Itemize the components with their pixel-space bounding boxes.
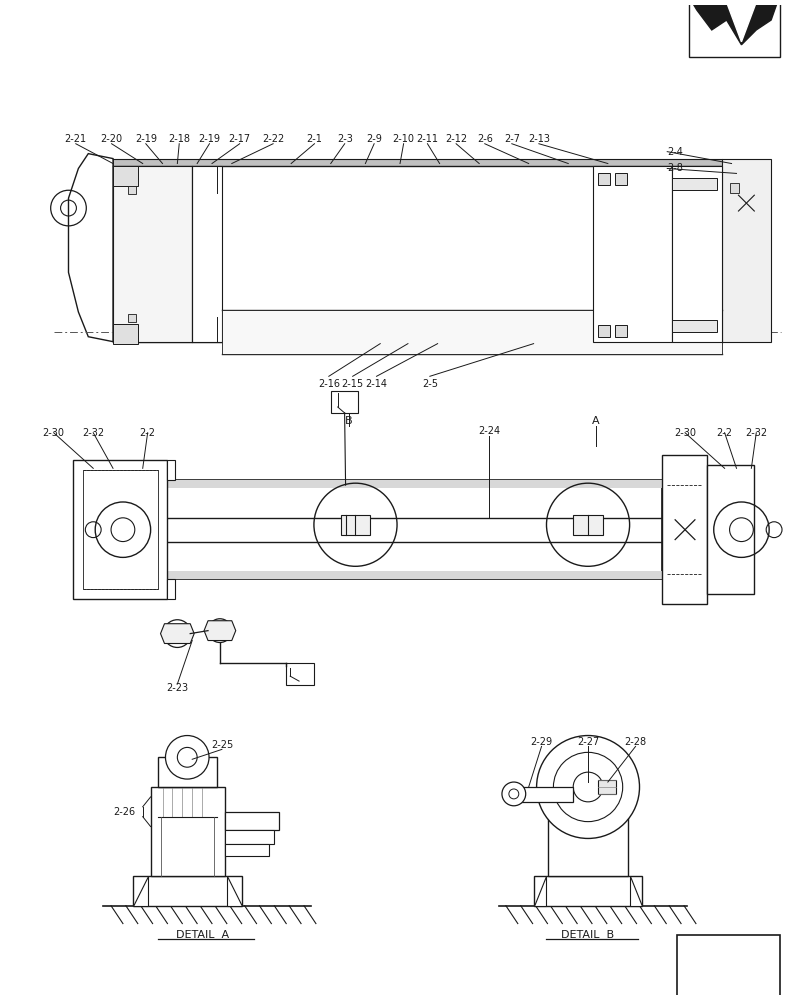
Text: B: B <box>344 416 352 426</box>
Bar <box>573 515 602 535</box>
Bar <box>728 183 739 193</box>
Polygon shape <box>161 624 194 643</box>
Text: 2-11: 2-11 <box>416 134 438 144</box>
Text: DETAIL  A: DETAIL A <box>175 930 228 940</box>
Polygon shape <box>629 876 642 906</box>
Text: 2-6: 2-6 <box>476 134 492 144</box>
Text: 2-28: 2-28 <box>624 737 646 747</box>
Text: 2-32: 2-32 <box>82 428 104 438</box>
Text: 2-2: 2-2 <box>140 428 156 438</box>
Text: 2-26: 2-26 <box>113 807 135 817</box>
Bar <box>286 663 313 685</box>
Text: 2-17: 2-17 <box>228 134 251 144</box>
Bar <box>548 817 627 876</box>
Bar <box>676 935 779 1000</box>
Polygon shape <box>204 621 235 641</box>
Text: 2-25: 2-25 <box>210 740 233 750</box>
Bar <box>128 186 136 194</box>
Bar <box>84 470 157 589</box>
Text: 2-23: 2-23 <box>166 683 188 693</box>
Text: 2-1: 2-1 <box>306 134 322 144</box>
Text: 2-9: 2-9 <box>365 134 381 144</box>
Bar <box>671 320 715 332</box>
Polygon shape <box>226 876 242 906</box>
Bar <box>614 325 626 337</box>
Bar <box>128 314 136 322</box>
Text: 2-30: 2-30 <box>43 428 64 438</box>
Bar <box>167 571 662 579</box>
Bar <box>597 780 615 794</box>
Text: 2-12: 2-12 <box>445 134 467 144</box>
Text: 2-16: 2-16 <box>317 379 340 389</box>
Text: 2-3: 2-3 <box>336 134 353 144</box>
Bar <box>167 480 662 488</box>
Text: 2-10: 2-10 <box>392 134 414 144</box>
Text: 2-7: 2-7 <box>503 134 520 144</box>
Bar <box>225 830 274 844</box>
Bar <box>113 166 137 186</box>
Bar <box>340 515 370 535</box>
Text: 2-2: 2-2 <box>715 428 732 438</box>
Bar <box>225 812 279 830</box>
Text: DETAIL  B: DETAIL B <box>560 930 613 940</box>
Polygon shape <box>688 0 779 57</box>
Bar <box>222 310 721 354</box>
Text: 2-20: 2-20 <box>100 134 123 144</box>
Text: 2-19: 2-19 <box>198 134 220 144</box>
Circle shape <box>536 736 638 838</box>
Text: 2-4: 2-4 <box>666 147 683 157</box>
Circle shape <box>501 782 525 806</box>
Text: 2-18: 2-18 <box>168 134 190 144</box>
Bar <box>330 391 358 413</box>
Bar <box>576 777 600 817</box>
Bar <box>533 876 642 906</box>
Circle shape <box>573 772 602 802</box>
Text: 2-29: 2-29 <box>530 737 552 747</box>
Text: 2-27: 2-27 <box>577 737 598 747</box>
Bar <box>167 579 175 599</box>
Text: 2-22: 2-22 <box>262 134 284 144</box>
Bar <box>671 166 721 342</box>
Bar <box>518 787 573 802</box>
Bar <box>113 166 192 342</box>
Bar <box>167 480 662 579</box>
Text: 2-15: 2-15 <box>341 379 363 389</box>
Bar <box>614 173 626 185</box>
Text: 2-13: 2-13 <box>528 134 549 144</box>
Bar <box>671 178 715 190</box>
Text: 2-14: 2-14 <box>365 379 387 389</box>
Polygon shape <box>533 876 546 906</box>
Bar <box>593 166 671 342</box>
Text: 2-24: 2-24 <box>478 426 499 436</box>
Text: 2-8: 2-8 <box>666 163 683 173</box>
Text: 2-5: 2-5 <box>422 379 438 389</box>
Polygon shape <box>726 2 756 42</box>
Bar <box>167 460 175 480</box>
Text: 2-32: 2-32 <box>744 428 766 438</box>
Polygon shape <box>132 876 148 906</box>
Bar <box>225 844 269 856</box>
Bar <box>662 455 706 604</box>
Bar <box>113 324 137 344</box>
Bar <box>706 465 753 594</box>
Text: 2-21: 2-21 <box>64 134 87 144</box>
Bar <box>73 460 167 599</box>
Bar <box>150 787 225 876</box>
Bar <box>597 173 609 185</box>
Bar <box>597 325 609 337</box>
Text: A: A <box>592 416 599 426</box>
Polygon shape <box>690 0 777 45</box>
Bar <box>157 757 217 787</box>
Bar <box>132 876 242 906</box>
Bar <box>113 159 721 166</box>
Text: 2-19: 2-19 <box>135 134 157 144</box>
Bar <box>721 159 770 342</box>
Circle shape <box>165 736 209 779</box>
Bar <box>192 166 222 342</box>
Text: 2-30: 2-30 <box>673 428 695 438</box>
